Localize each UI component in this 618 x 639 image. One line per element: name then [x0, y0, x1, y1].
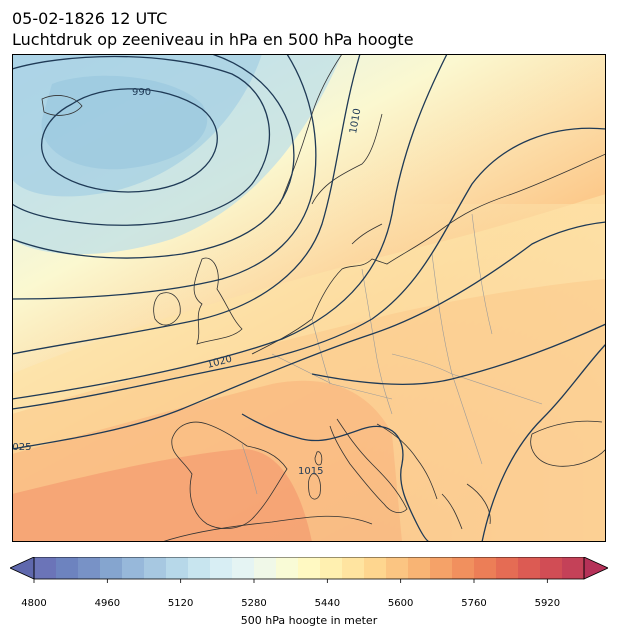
coast-iceland: [41, 95, 83, 116]
isobar-1025-west: [12, 221, 606, 450]
colorbar-tick-label: 5440: [314, 598, 341, 609]
colorbar-segment: [144, 557, 167, 579]
colorbar-segment: [452, 557, 475, 579]
colorbar-segment: [518, 557, 541, 579]
colorbar-tick-label: 4960: [94, 598, 121, 609]
colorbar-extend-min: [10, 557, 35, 580]
colorbar-tick-label: 5120: [167, 598, 194, 609]
isobar-995: [12, 55, 271, 226]
border-7: [241, 443, 258, 495]
coast-greece: [441, 483, 491, 530]
colorbar-tick-label: 5760: [461, 598, 487, 609]
border-3: [361, 268, 393, 415]
colorbar-segment: [34, 557, 57, 579]
isobar-1020-east: [481, 343, 606, 542]
low-band-5000: [41, 75, 208, 170]
colorbar-label: 500 hPa hoogte in meter: [240, 614, 378, 627]
isobar-1000: [12, 54, 295, 259]
coast-iberia: [171, 421, 288, 529]
colorbar-tick-label: 5600: [387, 598, 414, 609]
colorbar-segment: [232, 557, 255, 579]
colorbar-segment: [210, 557, 233, 579]
colorbar-segment: [474, 557, 497, 579]
coast-britain: [193, 257, 243, 345]
colorbar-tick-label: 5920: [534, 598, 561, 609]
colorbar-segment: [408, 557, 431, 579]
coast-corsica: [314, 451, 323, 466]
colorbar-tick-label: 5280: [241, 598, 267, 609]
country-borders: [241, 213, 543, 495]
border-6: [391, 353, 543, 405]
coast-italy: [329, 418, 408, 514]
border-1: [271, 353, 393, 400]
colorbar-segment: [276, 557, 299, 579]
colorbar-segment: [78, 557, 101, 579]
map-datetime: 05-02-1826 12 UTC: [12, 9, 168, 28]
colorbar-segment: [342, 557, 365, 579]
low-band-5080: [12, 54, 262, 197]
colorbar-extend-max: [583, 557, 608, 580]
colorbar-segment: [100, 557, 123, 579]
pressure-map: 990 1010 1020 1025 1015: [12, 54, 606, 542]
colorbar-segment: [254, 557, 277, 579]
isobar-label-1025: 1025: [12, 442, 31, 453]
coast-black-sea: [530, 420, 606, 467]
colorbar-segment: [496, 557, 519, 579]
colorbar-segment: [122, 557, 145, 579]
colorbar-segment: [166, 557, 189, 579]
coast-north-africa: [161, 515, 373, 542]
colorbar-segment: [430, 557, 453, 579]
colorbar-segment: [540, 557, 563, 579]
colorbar-segment: [364, 557, 387, 579]
coast-sardinia: [308, 473, 321, 500]
height-band-5760: [12, 449, 312, 542]
colorbar-segment: [188, 557, 211, 579]
border-5: [471, 213, 493, 335]
coastlines: [41, 54, 606, 542]
colorbar-segment: [386, 557, 409, 579]
isobar-1015-south: [241, 413, 431, 542]
isobar-label-990: 990: [132, 87, 151, 98]
coast-adriatic: [376, 423, 438, 500]
isobar-1015-north: [12, 54, 448, 400]
isobar-label-1015: 1015: [298, 466, 323, 477]
isobar-1005-a: [12, 54, 317, 300]
colorbar: [10, 557, 608, 583]
isobar-label-1010: 1010: [348, 108, 363, 135]
colorbar-tick-label: 4800: [21, 598, 47, 609]
isobar-1025-east: [311, 323, 606, 386]
colorbar-segment: [298, 557, 321, 579]
coast-ireland: [153, 292, 181, 326]
colorbar-segment: [56, 557, 79, 579]
isobars: [12, 54, 606, 542]
map-subtitle: Luchtdruk op zeeniveau in hPa en 500 hPa…: [12, 30, 414, 49]
colorbar-segment: [562, 557, 585, 579]
colorbar-frame: [33, 557, 585, 580]
colorbar-segment: [320, 557, 343, 579]
map-frame: [12, 54, 606, 542]
isobar-1020: [12, 127, 606, 410]
coast-continent: [251, 153, 606, 355]
isobar-990: [41, 88, 218, 193]
isobar-1010: [12, 54, 361, 355]
